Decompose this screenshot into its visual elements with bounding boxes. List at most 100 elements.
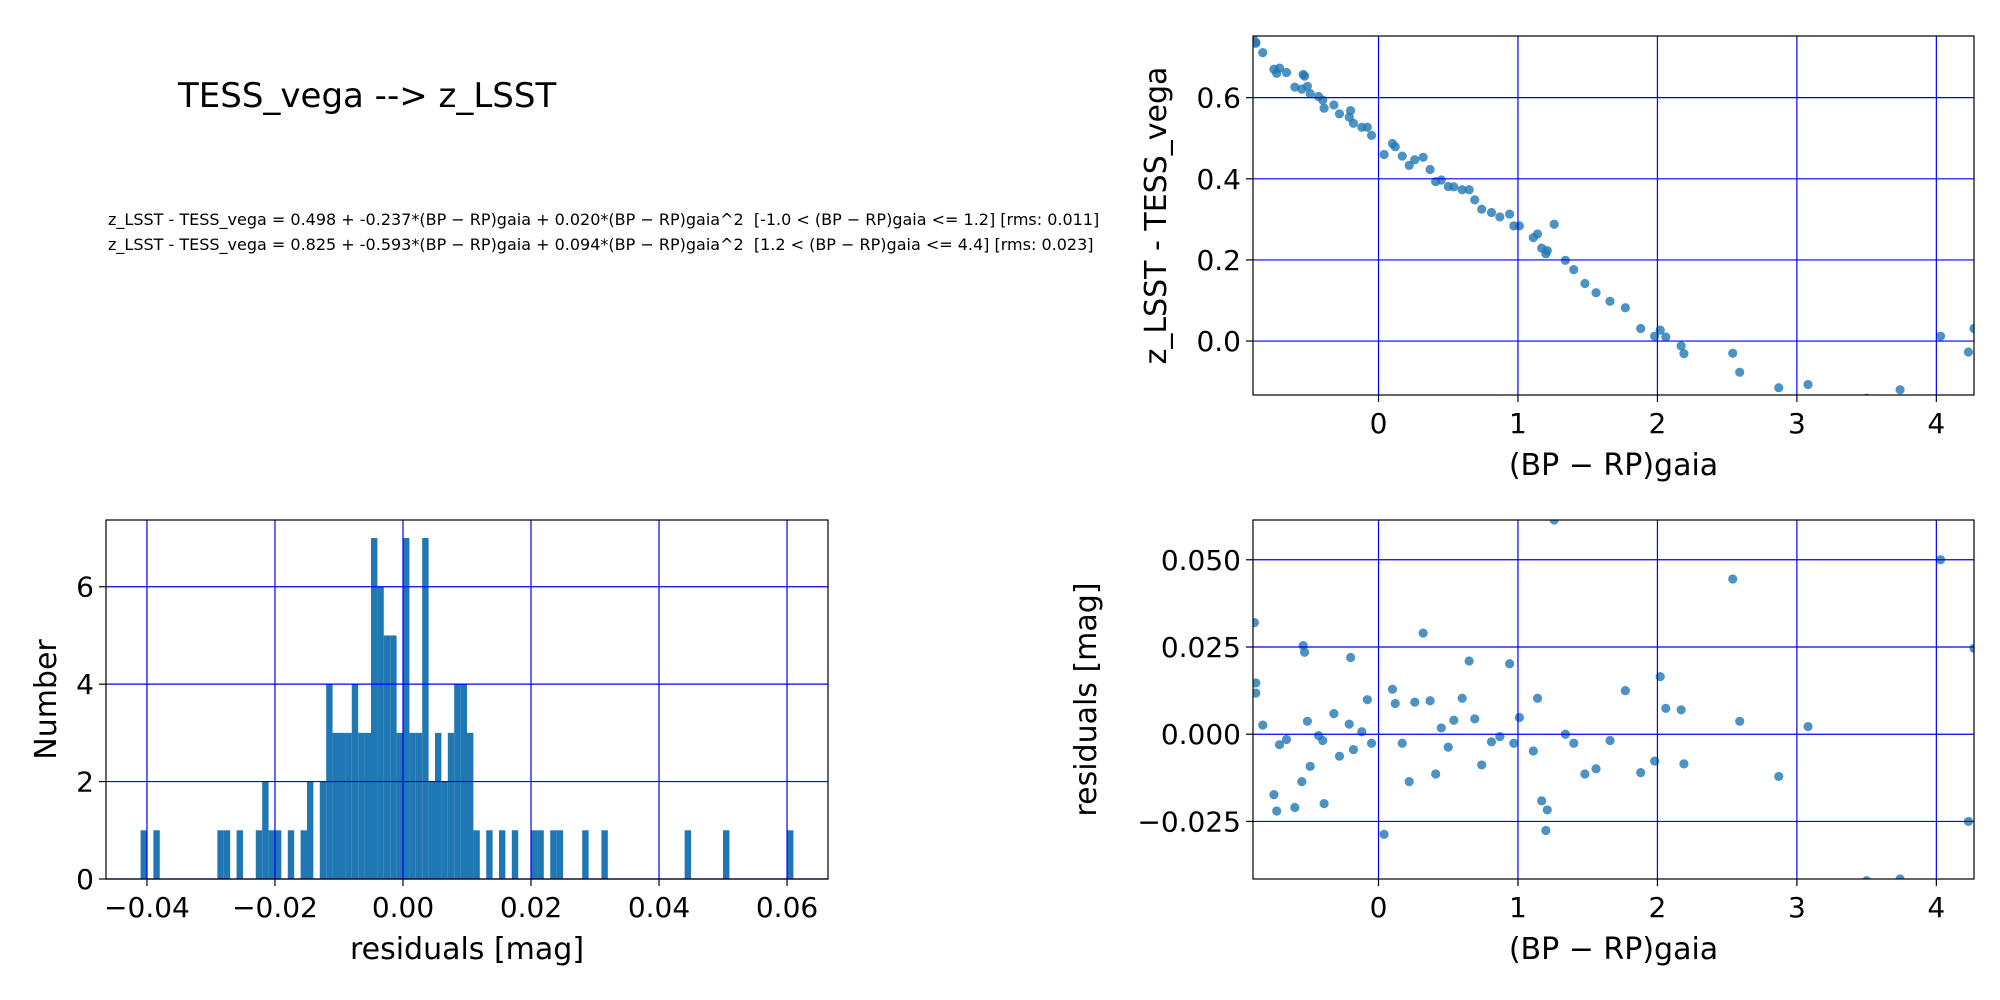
point xyxy=(1895,385,1905,395)
axes-frame xyxy=(1252,35,1975,396)
bar xyxy=(217,830,224,879)
point xyxy=(1410,155,1420,165)
point xyxy=(1425,696,1435,706)
point xyxy=(1436,723,1446,733)
y-tick-label: 0.4 xyxy=(1196,163,1241,196)
point xyxy=(1319,103,1329,113)
point xyxy=(1580,278,1590,289)
plot-area xyxy=(1253,36,1974,395)
point xyxy=(1318,735,1328,746)
point xyxy=(1963,347,1974,357)
bar xyxy=(422,538,429,879)
point xyxy=(1253,678,1261,688)
point xyxy=(1661,332,1671,342)
point xyxy=(1418,628,1428,638)
bar xyxy=(684,830,692,879)
y-tick-label: 2 xyxy=(76,766,94,799)
bar xyxy=(486,830,493,879)
x-tick-label: −0.04 xyxy=(104,891,190,924)
point xyxy=(1636,767,1646,778)
bar xyxy=(499,830,506,879)
bar xyxy=(467,732,474,879)
x-tick-label: 1 xyxy=(1509,407,1527,440)
point xyxy=(1514,221,1524,231)
point xyxy=(1397,151,1407,161)
y-tick-label: 0.025 xyxy=(1161,631,1241,664)
bar xyxy=(370,538,378,879)
point xyxy=(1549,520,1559,525)
fit-line: z_LSST - TESS_vega = 0.498 + -0.237*(BP … xyxy=(108,210,1099,230)
point xyxy=(1569,738,1579,748)
point xyxy=(1299,71,1310,81)
point xyxy=(1935,331,1946,341)
point xyxy=(1362,122,1372,132)
point xyxy=(1436,175,1446,185)
point xyxy=(1318,95,1328,105)
bar xyxy=(268,830,275,879)
point xyxy=(1862,876,1871,879)
point xyxy=(1470,195,1480,205)
x-axis-label: residuals [mag] xyxy=(350,932,584,967)
point xyxy=(1348,118,1359,128)
point xyxy=(1390,698,1400,709)
y-tick-label: −0.025 xyxy=(1137,805,1241,838)
point xyxy=(1334,751,1345,761)
point xyxy=(1379,829,1389,839)
point xyxy=(1803,379,1813,390)
bar xyxy=(601,830,608,879)
x-tick-label: 0.04 xyxy=(628,891,690,924)
point xyxy=(1676,341,1686,351)
point xyxy=(1258,720,1268,730)
point xyxy=(1505,209,1515,219)
point xyxy=(1366,130,1377,140)
x-tick-label: 2 xyxy=(1649,407,1667,440)
point xyxy=(1362,695,1372,705)
bar xyxy=(332,732,339,879)
point xyxy=(1305,89,1315,99)
point xyxy=(1404,160,1414,171)
point xyxy=(1591,764,1601,774)
bar xyxy=(434,732,442,879)
bar xyxy=(550,830,557,879)
bar xyxy=(300,830,307,879)
y-tick-label: 4 xyxy=(76,668,94,701)
point xyxy=(1281,67,1292,78)
point xyxy=(1969,643,1974,653)
axes-frame xyxy=(105,519,829,880)
point xyxy=(1728,574,1738,584)
point xyxy=(1505,659,1515,669)
point xyxy=(1253,617,1259,628)
point xyxy=(1390,142,1400,152)
point xyxy=(1728,348,1738,358)
bar xyxy=(556,830,564,879)
bar xyxy=(262,781,269,879)
point xyxy=(1274,63,1285,73)
y-tick-label: 0.0 xyxy=(1196,325,1241,358)
point xyxy=(1425,164,1435,175)
point xyxy=(1735,367,1745,377)
point xyxy=(1542,245,1552,256)
point xyxy=(1379,149,1389,160)
point xyxy=(1470,714,1480,724)
point xyxy=(1329,709,1339,719)
point xyxy=(1334,109,1345,119)
point xyxy=(1449,715,1459,725)
bar xyxy=(787,830,794,879)
point xyxy=(1591,288,1601,298)
x-tick-label: 3 xyxy=(1788,891,1806,924)
bar xyxy=(255,830,263,879)
y-tick-label: 0.000 xyxy=(1161,718,1241,751)
point xyxy=(1302,81,1312,91)
point xyxy=(1464,656,1474,666)
bar xyxy=(274,830,282,879)
point xyxy=(1605,296,1615,306)
point xyxy=(1410,697,1420,707)
x-tick-label: 1 xyxy=(1509,891,1527,924)
plot-area xyxy=(1253,520,1974,879)
point xyxy=(1290,802,1300,813)
point xyxy=(1620,303,1630,313)
point xyxy=(1495,212,1505,222)
point xyxy=(1537,796,1547,806)
point xyxy=(1549,219,1559,229)
y-tick-label: 0.050 xyxy=(1161,544,1241,577)
